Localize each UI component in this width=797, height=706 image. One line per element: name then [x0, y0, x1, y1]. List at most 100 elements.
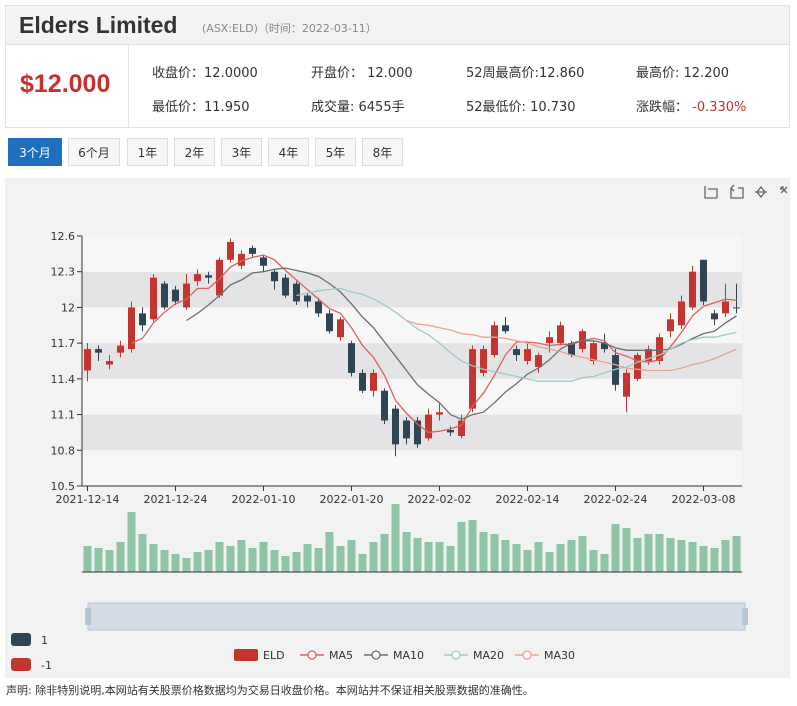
candle-body — [722, 301, 729, 314]
stat-label: 收盘价： — [152, 66, 205, 81]
stat-value: 6455手 — [358, 100, 405, 115]
volume-bar — [446, 546, 455, 572]
range-tab[interactable]: 3年 — [221, 138, 262, 166]
visual-map-swatch — [11, 658, 31, 671]
y-tick-label: 10.5 — [51, 480, 76, 493]
candle-body — [117, 345, 124, 353]
candle-body — [84, 349, 91, 371]
restore-icon[interactable] — [755, 185, 767, 199]
split-area — [82, 343, 742, 379]
toolbox — [704, 184, 788, 199]
divider — [128, 45, 129, 127]
volume-bar — [369, 542, 378, 572]
visual-map-swatch — [11, 633, 31, 646]
save-icon[interactable] — [780, 186, 788, 194]
volume-bar — [171, 554, 180, 572]
candle-body — [667, 319, 674, 332]
volume-bar — [721, 540, 730, 572]
volume-bar — [336, 546, 345, 572]
legend-item[interactable]: MA30 — [515, 649, 575, 662]
candle-body — [194, 274, 201, 282]
range-tab[interactable]: 5年 — [315, 138, 356, 166]
range-tab[interactable]: 6个月 — [68, 138, 120, 166]
y-tick-label: 12.6 — [51, 230, 76, 243]
volume-bar — [215, 542, 224, 572]
volume-bar — [138, 534, 147, 572]
candle-body — [304, 295, 311, 302]
legend-item[interactable]: ELD — [234, 649, 285, 662]
range-tab[interactable]: 8年 — [362, 138, 403, 166]
volume-bar — [105, 550, 114, 572]
x-tick-label: 2022-01-10 — [232, 493, 296, 506]
range-tab[interactable]: 4年 — [268, 138, 309, 166]
title: Elders Limited — [19, 12, 178, 38]
stat-value: -0.330% — [692, 100, 747, 115]
candle-body — [337, 319, 344, 338]
volume-bar — [534, 542, 543, 572]
candle-body — [359, 372, 366, 391]
candle-body — [469, 349, 476, 409]
stat-label: 52周最高价: — [466, 66, 539, 81]
legend-item[interactable]: MA5 — [300, 649, 353, 662]
zoom-icon[interactable] — [704, 186, 718, 199]
candle-body — [656, 337, 663, 361]
volume-bar — [633, 538, 642, 572]
ma-line — [131, 254, 737, 434]
candle-body — [458, 420, 465, 436]
candle-body — [502, 325, 509, 332]
ma-line — [296, 287, 737, 382]
volume-bar — [292, 552, 301, 572]
volume-bar — [325, 532, 334, 572]
volume-bar — [567, 540, 576, 572]
candle-body — [381, 390, 388, 421]
range-tab[interactable]: 2年 — [174, 138, 215, 166]
volume-bar — [644, 534, 653, 572]
volume-bar — [270, 550, 279, 572]
candle-body — [700, 259, 707, 302]
candle-body — [480, 349, 487, 373]
stat-value: 10.730 — [530, 100, 576, 115]
volume-bar — [732, 536, 741, 572]
candle-body — [161, 283, 168, 308]
range-tab[interactable]: 1年 — [127, 138, 168, 166]
stat-label: 最高价: — [636, 66, 684, 81]
stat-value: 12.860 — [538, 66, 585, 81]
volume-bar — [193, 552, 202, 572]
candle-body — [216, 259, 223, 296]
volume-bar — [512, 544, 521, 572]
y-tick-label: 11.1 — [51, 409, 76, 422]
volume-bar — [281, 556, 290, 572]
volume-bar — [468, 520, 477, 572]
legend-item[interactable]: MA10 — [364, 649, 424, 662]
candle-body — [513, 349, 520, 356]
volume-bar — [160, 550, 169, 572]
stat: 收盘价：12.0000 — [152, 62, 258, 81]
volume-bar — [589, 550, 598, 572]
candle-body — [150, 277, 157, 320]
volume-bar — [611, 524, 620, 572]
stat-label: 开盘价： — [311, 66, 368, 81]
split-area — [82, 378, 742, 415]
volume-bar — [556, 544, 565, 572]
y-tick-label: 10.8 — [51, 444, 76, 457]
candle-body — [634, 355, 641, 379]
split-area — [82, 450, 742, 486]
volume-bar — [655, 534, 664, 572]
candle-body — [645, 349, 652, 361]
legend-item[interactable]: MA20 — [444, 649, 504, 662]
candle-body — [293, 283, 300, 302]
x-tick-label: 2022-01-20 — [320, 493, 384, 506]
candle-body — [568, 343, 575, 356]
range-tab[interactable]: 3个月 — [8, 138, 62, 166]
stat: 开盘价： 12.000 — [311, 62, 413, 81]
back-icon[interactable] — [730, 184, 744, 199]
data-zoom[interactable] — [85, 602, 748, 631]
ma-line — [406, 319, 737, 372]
x-tick-label: 2021-12-14 — [56, 493, 120, 506]
volume-bar — [182, 558, 191, 572]
legend-label: MA10 — [393, 649, 424, 662]
volume-bar — [149, 544, 158, 572]
volume-bar — [347, 540, 356, 572]
stat-value: 12.0000 — [204, 66, 258, 81]
candle-body — [260, 257, 267, 266]
